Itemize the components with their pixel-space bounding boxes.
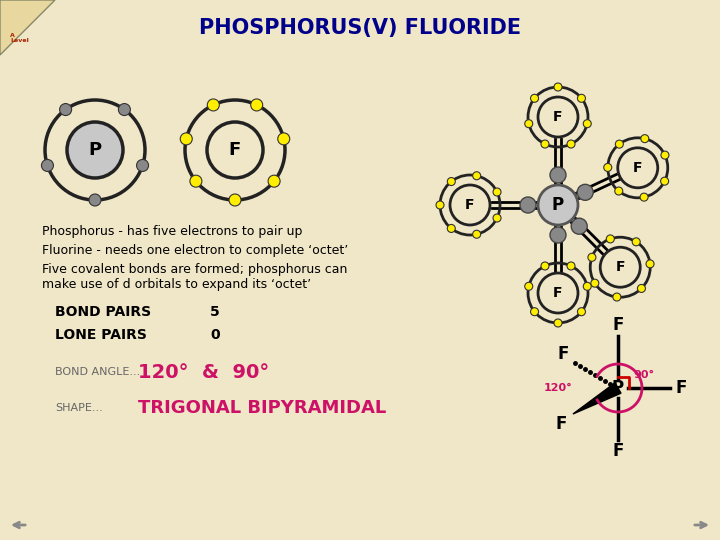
Circle shape [520, 197, 536, 213]
Circle shape [641, 134, 649, 143]
Circle shape [577, 94, 585, 102]
Circle shape [613, 293, 621, 301]
Circle shape [577, 184, 593, 200]
Circle shape [618, 148, 658, 188]
Circle shape [278, 133, 289, 145]
Text: F: F [553, 286, 563, 300]
Text: LONE PAIRS: LONE PAIRS [55, 328, 147, 342]
Text: 90°: 90° [633, 370, 654, 380]
Text: F: F [616, 260, 625, 274]
Text: F: F [229, 141, 241, 159]
Circle shape [661, 151, 669, 159]
Circle shape [554, 319, 562, 327]
Circle shape [447, 178, 455, 186]
Circle shape [450, 185, 490, 225]
Circle shape [436, 201, 444, 209]
Text: make use of d orbitals to expand its ‘octet’: make use of d orbitals to expand its ‘oc… [42, 278, 311, 291]
Circle shape [646, 260, 654, 268]
Polygon shape [0, 0, 55, 55]
Circle shape [67, 122, 123, 178]
Circle shape [525, 282, 533, 291]
Text: A
Level: A Level [10, 32, 29, 43]
Circle shape [538, 273, 578, 313]
Circle shape [541, 262, 549, 270]
Circle shape [538, 97, 578, 137]
Circle shape [550, 167, 566, 183]
Circle shape [42, 159, 53, 172]
Circle shape [89, 194, 101, 206]
Circle shape [229, 194, 241, 206]
Text: F: F [555, 415, 567, 433]
Circle shape [571, 218, 588, 234]
Text: F: F [553, 110, 563, 124]
Circle shape [583, 282, 591, 291]
Circle shape [588, 253, 596, 261]
Text: Five covalent bonds are formed; phosphorus can: Five covalent bonds are formed; phosphor… [42, 263, 347, 276]
Circle shape [541, 140, 549, 148]
Circle shape [577, 308, 585, 316]
Text: 120°: 120° [544, 383, 572, 393]
Circle shape [567, 262, 575, 270]
Circle shape [180, 133, 192, 145]
Text: BOND PAIRS: BOND PAIRS [55, 305, 151, 319]
Circle shape [604, 164, 612, 171]
Circle shape [493, 214, 501, 222]
Circle shape [661, 177, 669, 185]
Circle shape [600, 247, 640, 287]
Circle shape [531, 94, 539, 102]
Circle shape [60, 104, 71, 116]
Circle shape [525, 120, 533, 127]
Circle shape [472, 172, 481, 180]
Circle shape [583, 120, 591, 127]
Circle shape [632, 238, 640, 246]
Text: Phosphorus - has five electrons to pair up: Phosphorus - has five electrons to pair … [42, 225, 302, 238]
Text: F: F [675, 379, 687, 397]
Text: P: P [552, 196, 564, 214]
Circle shape [190, 175, 202, 187]
Circle shape [550, 227, 566, 243]
Text: P: P [89, 141, 102, 159]
Circle shape [591, 279, 599, 287]
Circle shape [137, 159, 148, 172]
Circle shape [531, 308, 539, 316]
Polygon shape [573, 383, 621, 414]
Circle shape [472, 230, 481, 238]
Text: F: F [612, 316, 624, 334]
Text: F: F [633, 161, 642, 175]
Circle shape [606, 235, 614, 243]
Text: TRIGONAL BIPYRAMIDAL: TRIGONAL BIPYRAMIDAL [138, 399, 386, 417]
Circle shape [251, 99, 263, 111]
Circle shape [447, 225, 455, 232]
Text: 120°  &  90°: 120° & 90° [138, 362, 269, 381]
Circle shape [640, 193, 648, 201]
Text: F: F [465, 198, 474, 212]
Circle shape [567, 140, 575, 148]
Circle shape [538, 185, 578, 225]
Text: P: P [612, 379, 624, 397]
Text: PHOSPHORUS(V) FLUORIDE: PHOSPHORUS(V) FLUORIDE [199, 18, 521, 38]
Text: 5: 5 [210, 305, 220, 319]
Text: BOND ANGLE...: BOND ANGLE... [55, 367, 140, 377]
Circle shape [207, 122, 263, 178]
Circle shape [207, 99, 220, 111]
Circle shape [637, 285, 645, 293]
Text: 0: 0 [210, 328, 220, 342]
Text: Fluorine - needs one electron to complete ‘octet’: Fluorine - needs one electron to complet… [42, 244, 348, 257]
Circle shape [615, 187, 623, 195]
Circle shape [616, 140, 624, 148]
Text: SHAPE...: SHAPE... [55, 403, 103, 413]
Circle shape [554, 83, 562, 91]
Text: F: F [557, 345, 569, 363]
Text: F: F [612, 442, 624, 460]
Circle shape [118, 104, 130, 116]
Circle shape [268, 175, 280, 187]
Circle shape [493, 188, 501, 196]
